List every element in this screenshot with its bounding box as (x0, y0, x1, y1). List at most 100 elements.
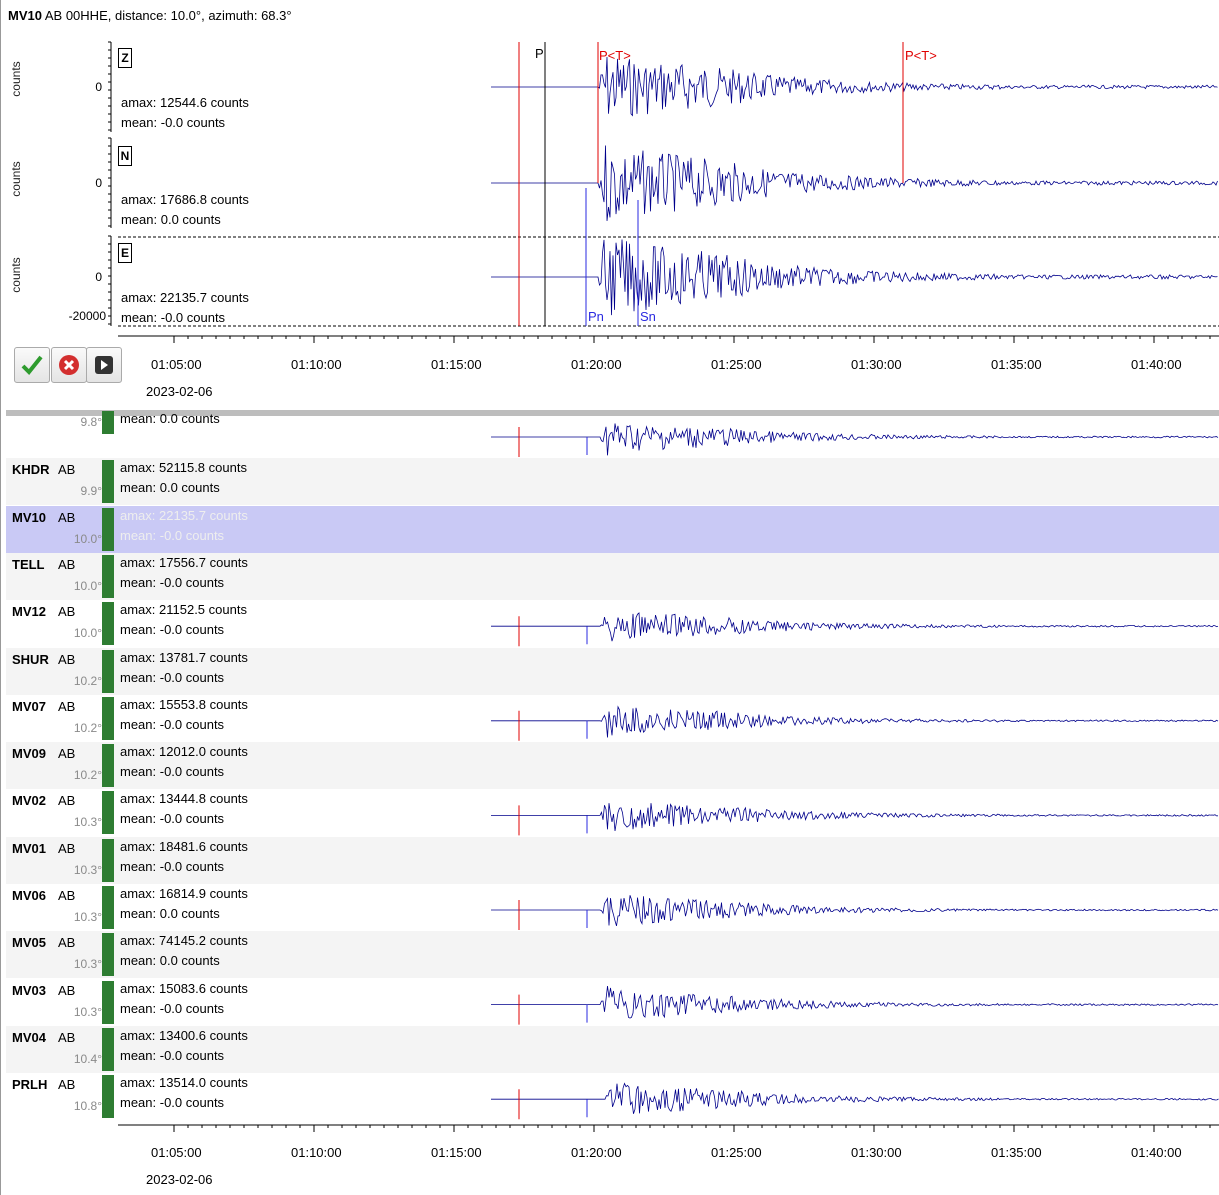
station-code: MV06 (12, 888, 46, 903)
station-trace (491, 985, 1219, 1019)
pick-sn-label: Sn (640, 309, 656, 324)
bottom-time-tick: 01:15:00 (431, 1145, 482, 1160)
station-mean: mean: -0.0 counts (120, 811, 225, 827)
header-detail: AB 00HHE, distance: 10.0°, azimuth: 68.3… (44, 8, 292, 23)
station-network: AB (58, 556, 76, 572)
station-row[interactable]: MV07 AB 10.2° amax: 15553.8 counts mean: -0.… (6, 695, 1219, 742)
amax-z: amax: 12544.6 counts (121, 95, 249, 110)
station-row[interactable]: PRLH AB 10.8° amax: 13514.0 counts mean: -0.… (6, 1073, 1219, 1120)
station-row[interactable]: MV04 AB 10.4° amax: 13400.6 counts mean: -0.… (6, 1025, 1219, 1073)
station-row[interactable]: MV05 AB 10.3° amax: 74145.2 counts mean: 0.0… (6, 931, 1219, 979)
pick-pt-label-2: P<T> (905, 48, 937, 63)
component-n-label: N (118, 146, 132, 166)
station-code: MV05 (12, 935, 46, 951)
station-code: TELL (12, 556, 45, 572)
station-status-bar (102, 696, 114, 740)
station-trace (491, 895, 1219, 927)
top-time-tick: 01:15:00 (431, 357, 482, 372)
station-mean: mean: -0.0 counts (120, 1047, 225, 1063)
y-tick-zero-e: 0 (95, 270, 102, 284)
station-amax: amax: 13781.7 counts (120, 649, 248, 665)
station-mean: mean: 0.0 counts (120, 906, 220, 921)
station-distance: 10.2° (73, 768, 102, 783)
pick-pn-label: Pn (588, 309, 604, 324)
accept-icon (21, 355, 43, 375)
top-time-tick: 01:05:00 (151, 357, 202, 372)
station-row[interactable]: MV03 AB 10.3° amax: 15083.6 counts mean: -0.… (6, 979, 1219, 1026)
station-status-bar (102, 1027, 114, 1071)
station-amax: amax: 21152.5 counts (120, 602, 247, 618)
station-code: SHUR (12, 651, 49, 667)
station-distance: 10.8° (73, 1099, 102, 1114)
y-tick-zero-z: 0 (95, 80, 102, 94)
amax-n: amax: 17686.8 counts (121, 192, 249, 207)
station-mean: mean: 0.0 counts (120, 480, 220, 496)
station-trace (491, 803, 1219, 832)
station-distance: 10.2° (73, 720, 102, 735)
station-row[interactable]: MV09 AB 10.2° amax: 12012.0 counts mean: -0.… (6, 742, 1219, 790)
station-distance: 9.8° (80, 415, 102, 429)
station-distance: 10.3° (73, 1004, 102, 1019)
station-code: MV01 (12, 840, 46, 856)
station-status-bar (102, 933, 114, 977)
y-tick-low-e: -20000 (68, 309, 106, 323)
station-amax: amax: 13400.6 counts (120, 1027, 248, 1043)
station-code: MV07 (12, 698, 46, 714)
station-row[interactable]: MV01 AB 10.3° amax: 18481.6 counts mean: -0.… (6, 836, 1219, 884)
accept-button[interactable] (14, 347, 50, 383)
panel-splitter[interactable] (6, 410, 1219, 416)
pick-p-label: P (535, 46, 544, 61)
station-network: AB (58, 509, 76, 525)
component-e-label: E (118, 243, 132, 263)
next-button[interactable] (86, 347, 122, 383)
station-network: AB (58, 604, 76, 620)
header-station: MV10 (8, 8, 42, 23)
station-amax: amax: 13514.0 counts (120, 1075, 248, 1091)
station-row[interactable]: SHUR AB 10.2° amax: 13781.7 counts mean: -0.… (6, 647, 1219, 695)
station-network: AB (58, 1029, 76, 1045)
station-distance: 10.0° (73, 626, 102, 641)
top-time-tick: 01:25:00 (711, 357, 762, 372)
station-distance: 10.3° (73, 910, 102, 924)
date-label-bottom: 2023-02-06 (146, 1172, 213, 1187)
station-status-bar (102, 1075, 114, 1119)
top-time-tick: 01:40:00 (1131, 357, 1182, 372)
station-distance: 10.0° (73, 578, 102, 593)
station-status-bar (102, 460, 114, 504)
station-row[interactable]: MV10 AB 10.0° amax: 22135.7 counts mean: -0.… (6, 505, 1219, 553)
station-network: AB (58, 1077, 76, 1093)
reject-button[interactable] (51, 347, 87, 383)
station-amax: amax: 18481.6 counts (120, 838, 248, 854)
station-row[interactable]: TELL AB 10.0° amax: 17556.7 counts mean: -0.… (6, 552, 1219, 600)
station-row[interactable]: MV08 AB 9.8° amax: 34103.0 counts mean: 0.0 … (6, 411, 1219, 436)
station-trace (491, 612, 1219, 642)
station-status-bar (102, 649, 114, 693)
station-network: AB (58, 746, 76, 762)
pick-pt-label-1: P<T> (599, 48, 631, 63)
station-distance: 10.3° (73, 957, 102, 972)
station-amax: amax: 22135.7 counts (120, 507, 248, 523)
mean-e: mean: -0.0 counts (121, 310, 226, 325)
station-network: AB (58, 982, 76, 998)
station-row[interactable]: MV12 AB 10.0° amax: 21152.5 counts mean: -0.… (6, 600, 1219, 647)
mean-z: mean: -0.0 counts (121, 115, 226, 130)
station-mean: mean: 0.0 counts (120, 411, 220, 426)
reject-icon (59, 355, 79, 375)
trace-n (491, 145, 1218, 221)
station-row[interactable]: MV02 AB 10.3° amax: 13444.8 counts mean: -0.… (6, 789, 1219, 836)
mean-n: mean: 0.0 counts (121, 212, 221, 227)
station-trace (491, 1082, 1219, 1114)
station-network: AB (58, 840, 76, 856)
bottom-time-tick: 01:25:00 (711, 1145, 762, 1160)
station-status-bar (102, 602, 114, 646)
station-row[interactable]: MV06 AB 10.3° amax: 16814.9 counts mean: 0.0… (6, 884, 1219, 931)
station-mean: mean: -0.0 counts (120, 622, 225, 638)
station-amax: amax: 52115.8 counts (120, 460, 247, 476)
station-row[interactable]: KHDR AB 9.9° amax: 52115.8 counts mean: 0.0 … (6, 458, 1219, 506)
station-distance: 10.0° (73, 531, 102, 546)
station-code: MV03 (12, 982, 46, 998)
station-amax: amax: 74145.2 counts (120, 933, 248, 949)
station-amax: amax: 16814.9 counts (120, 886, 248, 901)
y-tick-zero-n: 0 (95, 176, 102, 190)
station-status-bar (102, 411, 114, 434)
